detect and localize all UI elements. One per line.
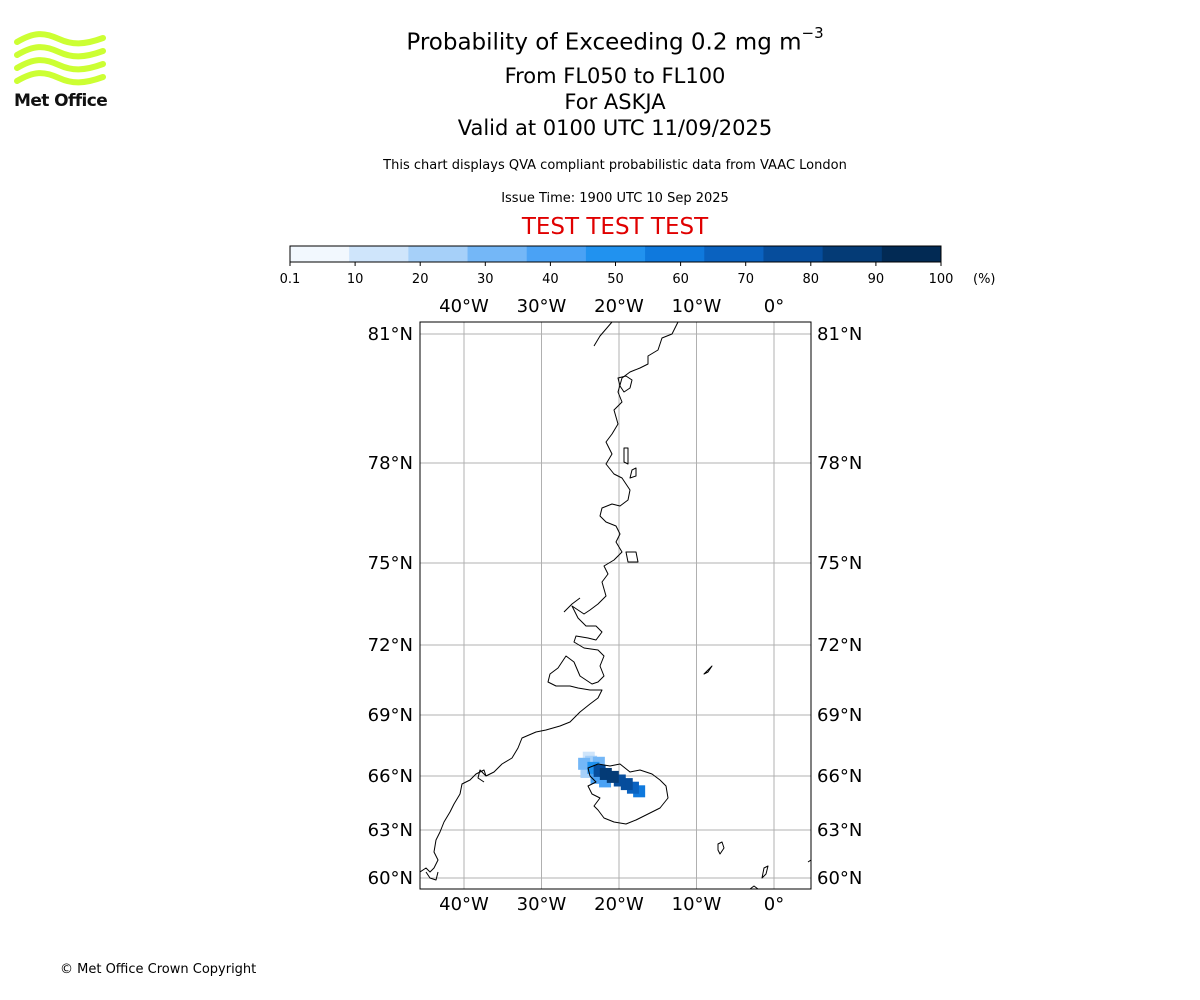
colorbar-tick-label: 0.1 <box>280 272 301 287</box>
greenland-fjord-2 <box>563 597 581 613</box>
data-note: This chart displays QVA compliant probab… <box>383 158 847 173</box>
colorbar-tick-label: 100 <box>929 272 954 287</box>
met-office-logo-icon <box>14 31 106 86</box>
map-frame <box>419 321 812 890</box>
lon-label-top: 30°W <box>517 296 567 317</box>
title-superscript: −3 <box>801 24 824 42</box>
lon-label-bottom: 20°W <box>594 894 644 915</box>
lat-label-right: 69°N <box>817 705 862 726</box>
lat-label-right: 78°N <box>817 453 862 474</box>
lat-label-left: 60°N <box>368 868 413 889</box>
colorbar-tick-label: 20 <box>412 272 429 287</box>
colorbar-segment <box>881 246 942 262</box>
lon-label-bottom: 0° <box>764 894 784 915</box>
valid-time: Valid at 0100 UTC 11/09/2025 <box>457 116 773 140</box>
colorbar-segment <box>585 246 646 262</box>
colorbar-tick-label: 90 <box>868 272 885 287</box>
lat-label-right: 81°N <box>817 324 862 345</box>
lat-label-left: 78°N <box>368 453 413 474</box>
issue-time: Issue Time: 1900 UTC 10 Sep 2025 <box>501 191 729 206</box>
ash-cell <box>606 770 619 783</box>
lat-label-right: 63°N <box>817 820 862 841</box>
lon-label-top: 0° <box>764 296 784 317</box>
greenland-island-2 <box>623 447 629 465</box>
copyright-notice: © Met Office Crown Copyright <box>60 962 257 977</box>
colorbar-segment <box>408 246 469 262</box>
colorbar-tick-label: 70 <box>737 272 754 287</box>
ash-cell <box>578 757 591 770</box>
ash-probability-field <box>578 751 646 798</box>
greenland-island-5 <box>425 871 439 881</box>
colorbar-segment <box>467 246 528 262</box>
colorbar-tick-label: 30 <box>477 272 494 287</box>
map-panel: 40°W 40°W 30°W 30°W 20°W 20°W 10°W 10°W 0° 0° 81°N… <box>368 296 863 915</box>
lat-label-left: 81°N <box>368 324 413 345</box>
greenland-island-4 <box>625 551 639 563</box>
faroe-islands <box>717 841 725 855</box>
greenland-island-3 <box>629 467 637 479</box>
lat-label-right: 60°N <box>817 868 862 889</box>
colorbar-segment <box>822 246 883 262</box>
colorbar-segment <box>349 246 409 262</box>
title-text: Probability of Exceeding 0.2 mg m <box>406 29 802 56</box>
greenland-island-1 <box>617 375 633 393</box>
greenland-coastline <box>420 322 679 873</box>
lat-label-right: 66°N <box>817 766 862 787</box>
map-grid <box>420 322 811 889</box>
lat-label-left: 75°N <box>368 553 413 574</box>
colorbar-segment <box>645 246 705 262</box>
lon-label-bottom: 40°W <box>439 894 489 915</box>
shetland-islands <box>761 865 769 879</box>
lat-label-left: 69°N <box>368 705 413 726</box>
colorbar-segment <box>704 246 764 262</box>
colorbar-segment <box>526 246 587 262</box>
lon-label-top: 10°W <box>672 296 722 317</box>
colorbar-tick-label: 60 <box>672 272 689 287</box>
lat-label-left: 66°N <box>368 766 413 787</box>
map-axis-labels: 40°W 40°W 30°W 30°W 20°W 20°W 10°W 10°W 0° 0° 81°N… <box>368 296 863 915</box>
lat-label-right: 72°N <box>817 635 862 656</box>
lon-label-top: 40°W <box>439 296 489 317</box>
colorbar-tick-label: 40 <box>542 272 559 287</box>
iceland-coastline <box>587 763 669 825</box>
lat-label-left: 72°N <box>368 635 413 656</box>
greenland-fjord-1 <box>593 322 613 347</box>
greenland-fjord-3 <box>477 769 487 783</box>
lon-label-bottom: 30°W <box>517 894 567 915</box>
flight-levels: From FL050 to FL100 <box>504 64 726 88</box>
lon-label-bottom: 10°W <box>672 894 722 915</box>
lat-label-left: 63°N <box>368 820 413 841</box>
colorbar-segment <box>290 246 350 262</box>
colorbar-tick-label: 10 <box>347 272 364 287</box>
lat-label-right: 75°N <box>817 553 862 574</box>
volcano-name: For ASKJA <box>564 90 666 114</box>
colorbar-tick-label: 50 <box>607 272 624 287</box>
jan-mayen-island <box>703 665 713 675</box>
colorbar-unit: (%) <box>973 272 996 287</box>
colorbar-segment <box>763 246 824 262</box>
test-banner: TEST TEST TEST <box>521 214 709 240</box>
lon-label-top: 20°W <box>594 296 644 317</box>
colorbar-tick-label: 80 <box>803 272 820 287</box>
scotland-coast <box>749 885 759 889</box>
colorbar: 0.1 10 20 30 40 50 60 70 80 90 100 (%) <box>280 245 996 287</box>
chart-title: Probability of Exceeding 0.2 mg m−3 <box>215 24 1015 56</box>
logo-text: Met Office <box>14 91 108 111</box>
